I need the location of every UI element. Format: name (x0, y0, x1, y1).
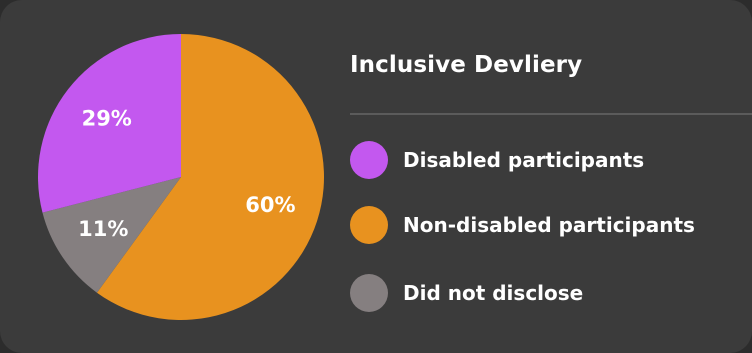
title-divider (350, 113, 752, 115)
chart-title: Inclusive Devliery (350, 52, 583, 78)
legend-label-disabled-participants: Disabled participants (403, 148, 645, 172)
pie-slice-disabled-participants (37, 34, 181, 213)
legend-panel: Inclusive Devliery Disabled participants… (350, 0, 752, 353)
legend-item-did-not-disclose: Did not disclose (350, 273, 583, 313)
pie-label-non-disabled-participants: 60% (245, 193, 295, 217)
pie-slice-did-not-disclose (42, 177, 181, 293)
pie-chart-area: 60% 11% 29% (0, 0, 360, 353)
legend-swatch-non-disabled-participants (350, 206, 388, 244)
legend-swatch-disabled-participants (350, 141, 388, 179)
pie-slice-non-disabled-participants (96, 34, 325, 320)
pie-label-disabled-participants: 29% (82, 106, 132, 130)
legend-label-non-disabled-participants: Non-disabled participants (403, 213, 695, 237)
pie-label-did-not-disclose: 11% (78, 217, 128, 241)
legend-label-did-not-disclose: Did not disclose (403, 281, 584, 305)
legend-swatch-did-not-disclose (350, 274, 388, 312)
legend-item-disabled-participants: Disabled participants (350, 140, 644, 180)
pie-chart: 60% 11% 29% (37, 34, 325, 320)
legend-item-non-disabled-participants: Non-disabled participants (350, 205, 695, 245)
